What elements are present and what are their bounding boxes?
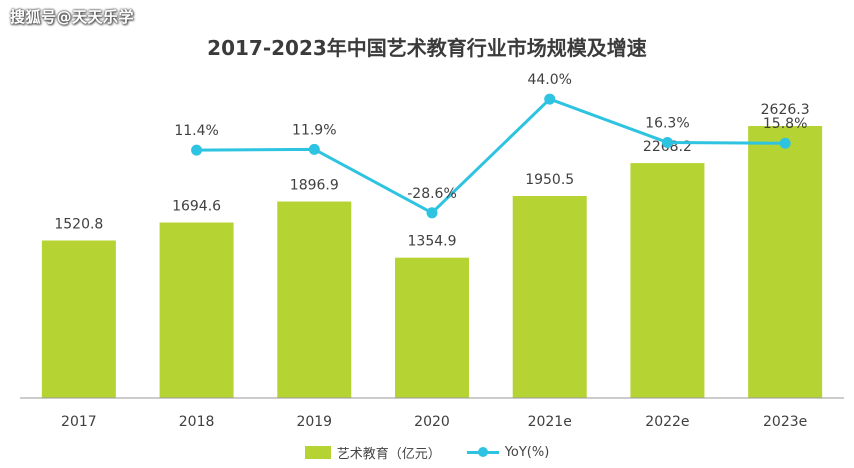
yoy-value-label: 44.0% <box>527 72 571 88</box>
x-tick-label: 2021e <box>528 414 572 430</box>
bar-2017 <box>41 240 116 398</box>
x-tick-label: 2020 <box>414 414 450 430</box>
bar-2022e <box>630 163 705 398</box>
bar-2019 <box>277 201 352 398</box>
yoy-value-label: -28.6% <box>407 186 457 202</box>
yoy-point-2023e <box>779 137 791 149</box>
x-tick-label: 2023e <box>763 414 807 430</box>
x-tick-label: 2019 <box>296 414 332 430</box>
yoy-point-2019 <box>308 143 320 155</box>
yoy-value-label: 15.8% <box>763 116 807 132</box>
yoy-point-2022e <box>661 136 673 148</box>
x-tick-label: 2018 <box>179 414 215 430</box>
bar-2018 <box>159 222 234 398</box>
yoy-value-label: 11.9% <box>292 122 336 138</box>
legend-line-swatch <box>466 446 499 459</box>
watermark: 搜狐号@天天乐学 <box>10 8 135 26</box>
legend-item-bar: 艺术教育（亿元） <box>304 443 441 462</box>
yoy-value-label: 16.3% <box>645 115 689 131</box>
bar-2020 <box>395 257 469 398</box>
legend-bar-swatch <box>304 445 331 459</box>
x-tick-label: 2022e <box>645 414 689 430</box>
bar-2021e <box>512 195 587 398</box>
chart-title: 2017-2023年中国艺术教育行业市场规模及增速 <box>207 36 647 60</box>
bar-value-label: 2626.3 <box>761 102 810 118</box>
yoy-point-2021e <box>544 93 556 105</box>
bar-value-label: 1896.9 <box>290 178 339 194</box>
bar-value-label: 1520.8 <box>54 216 103 232</box>
bar-value-label: 1950.5 <box>525 172 574 188</box>
bar-2023e <box>748 125 823 398</box>
legend-item-line: YoY(%) <box>466 444 550 460</box>
legend-line-label: YoY(%) <box>504 444 550 460</box>
legend-bar-label: 艺术教育（亿元） <box>336 446 441 462</box>
yoy-point-2020 <box>426 207 438 219</box>
bar-value-label: 1694.6 <box>172 198 221 214</box>
legend: 艺术教育（亿元） YoY(%) <box>0 440 854 464</box>
yoy-value-label: 11.4% <box>174 123 218 139</box>
yoy-line <box>196 97 786 215</box>
bar-value-label: 1354.9 <box>408 234 457 250</box>
x-tick-label: 2017 <box>61 414 97 430</box>
yoy-point-2018 <box>191 144 203 156</box>
